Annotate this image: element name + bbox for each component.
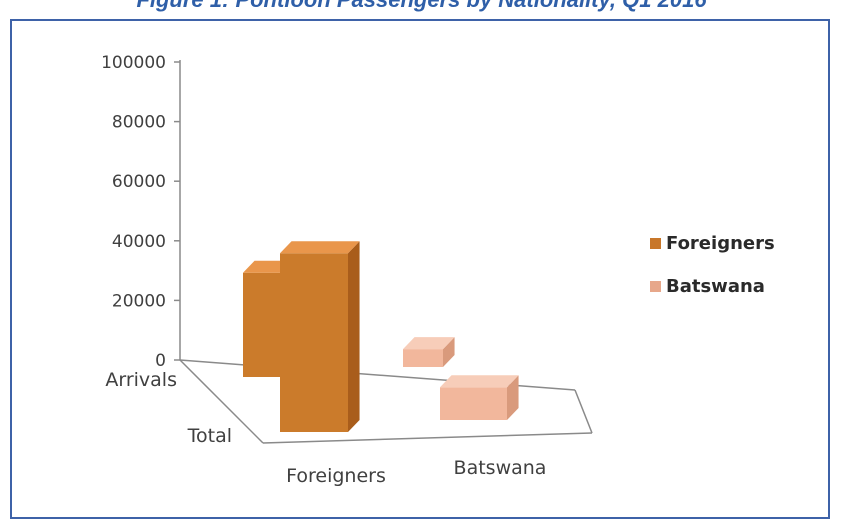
legend-item-foreigners: Foreigners [650, 228, 775, 258]
depth-label-arrivals: Arrivals [105, 369, 177, 391]
bar-top-batswana-total [440, 375, 519, 388]
bar-foreigners-total [280, 241, 360, 432]
y-tick-label: 80000 [112, 113, 166, 133]
x-label-foreigners: Foreigners [286, 465, 386, 487]
x-label-batswana: Batswana [454, 457, 547, 479]
bar-side-foreigners-total [348, 241, 360, 432]
axis-category-labels: Arrivals Total Foreigners Batswana [105, 369, 546, 487]
bar-batswana-total [440, 375, 519, 420]
bar-top-foreigners-total [280, 241, 360, 254]
legend-label-foreigners: Foreigners [666, 232, 775, 254]
y-tick-label: 60000 [112, 172, 166, 192]
bar-side-batswana-arrivals [443, 337, 455, 367]
y-axis-ticks: 100000 80000 60000 40000 20000 0 [101, 53, 180, 371]
chart-plot: 100000 80000 60000 40000 20000 0 Arrivals Tot… [101, 53, 593, 487]
legend-item-batswana: Batswana [650, 271, 775, 301]
chart-axes [179, 60, 593, 444]
legend-label-batswana: Batswana [666, 275, 765, 297]
y-tick-label: 0 [155, 351, 166, 371]
depth-label-total: Total [187, 425, 232, 447]
floor-right-edge [574, 389, 593, 434]
chart-legend: Foreigners Batswana [650, 228, 775, 314]
bars-group [243, 241, 519, 432]
y-tick-label: 100000 [101, 53, 166, 73]
chart-title: Figure 1: Pontloon Passengers by Nationa… [0, 0, 843, 13]
y-tick-label: 40000 [112, 232, 166, 252]
bar-front-batswana-total [440, 387, 507, 420]
legend-swatch-foreigners [650, 237, 661, 249]
y-tick-label: 20000 [112, 291, 166, 311]
legend-swatch-batswana [650, 280, 661, 292]
floor-left-edge [179, 359, 264, 444]
bar-top-batswana-arrivals [403, 337, 455, 350]
bar-front-foreigners-total [280, 253, 348, 432]
bar-front-batswana-arrivals [403, 349, 443, 367]
bar-side-batswana-total [507, 375, 519, 420]
floor-front-edge [262, 432, 593, 444]
bar-batswana-arrivals [403, 337, 455, 367]
